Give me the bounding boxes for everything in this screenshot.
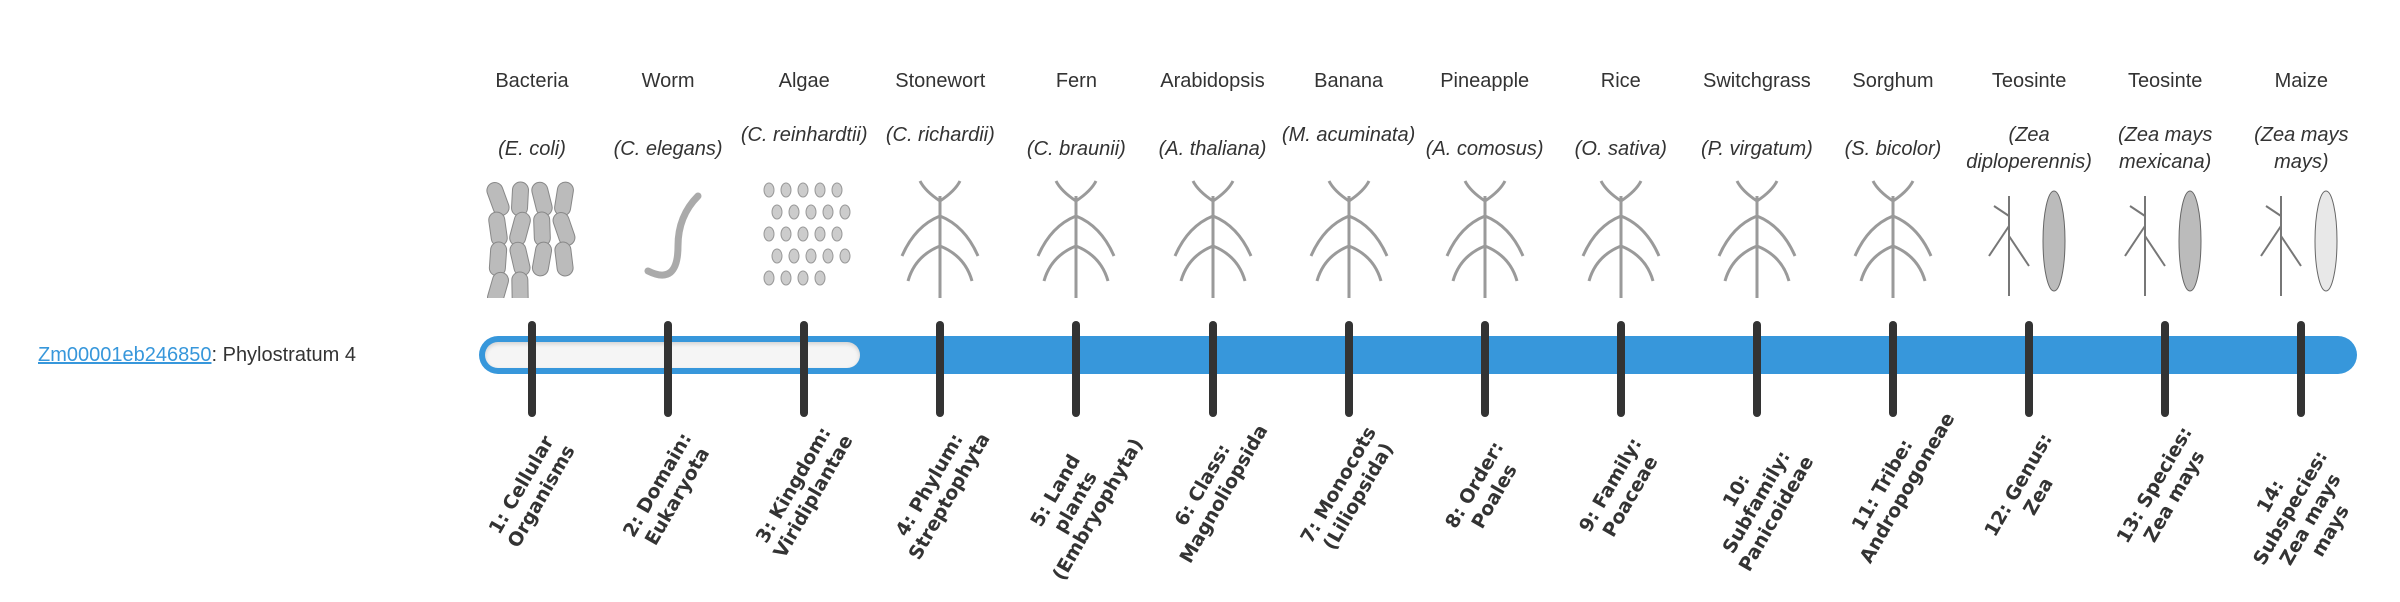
organism-scientific-name: (A. comosus) <box>1425 138 1544 160</box>
phylostratum-text: : Phylostratum 4 <box>211 344 356 366</box>
organism-common-name: Arabidopsis <box>1160 70 1265 92</box>
organism-common-name: Switchgrass <box>1702 70 1811 92</box>
maize-illustration-icon <box>2251 176 2351 298</box>
organism-common-name: Worm <box>641 70 695 92</box>
stratum-label: 11: Tribe: Andropogoneae <box>1847 408 1960 567</box>
stratum-label: 8: Order: Poales <box>1440 437 1522 533</box>
organism-scientific-name: (Zea mays mays) <box>2254 124 2349 173</box>
banana-illustration-icon <box>1299 176 1399 298</box>
stratum-label: 10: Subfamily: Panicoideae <box>1718 447 1819 576</box>
organism-common-name: Teosinte <box>2127 70 2203 92</box>
organism-scientific-name: (E. coli) <box>498 138 566 160</box>
arabidopsis-illustration-icon <box>1163 176 1263 298</box>
organism-common-name: Teosinte <box>1991 70 2067 92</box>
organism-scientific-name: (Zea diploperennis) <box>1966 124 2092 173</box>
stratum-label: 6: Class: Magnoliopsida <box>1169 420 1272 567</box>
organism-scientific-name: (S. bicolor) <box>1844 138 1942 160</box>
teosinte-illustration-icon <box>2115 176 2215 298</box>
stratum-tick <box>1480 321 1489 417</box>
stratum-label: 5: Land plants (Embryophyta) <box>1026 434 1148 585</box>
organism-scientific-name: (C. reinhardtii) <box>740 124 868 146</box>
fern-illustration-icon <box>1026 176 1126 298</box>
organism-common-name: Bacteria <box>495 70 569 92</box>
stratum-tick <box>2297 321 2306 417</box>
stratum-tick <box>2161 321 2170 417</box>
stratum-tick <box>1889 321 1897 417</box>
stratum-label: 2: Domain: Eukaryota <box>619 429 715 550</box>
organism-scientific-name: (A. thaliana) <box>1158 138 1267 160</box>
stratum-tick <box>2025 321 2034 417</box>
teosinte-illustration-icon <box>1979 176 2079 298</box>
organism-scientific-name: (P. virgatum) <box>1700 138 1813 160</box>
organism-common-name: Banana <box>1314 70 1384 92</box>
stonewort-illustration-icon <box>890 176 990 298</box>
organism-common-name: Sorghum <box>1852 70 1934 92</box>
stratum-label: 7: Monocots (Liliopsida) <box>1296 422 1398 554</box>
stratum-tick <box>1752 321 1761 417</box>
stratum-label: 9: Family: Poaceae <box>1574 434 1663 541</box>
stratum-tick <box>936 321 945 417</box>
worm-illustration-icon <box>618 176 718 298</box>
gene-id-link[interactable]: Zm00001eb246850 <box>38 344 212 366</box>
pineapple-illustration-icon <box>1435 176 1535 298</box>
switchgrass-illustration-icon <box>1707 176 1807 298</box>
stratum-tick <box>1208 321 1217 417</box>
organism-common-name: Fern <box>1055 70 1097 92</box>
rice-illustration-icon <box>1571 176 1671 298</box>
stratum-label: 13: Species: Zea mays <box>2112 423 2210 547</box>
organism-scientific-name: (C. braunii) <box>1026 138 1126 160</box>
stratum-label: 12: Genus: Zea <box>1980 429 2059 541</box>
stratum-label: 1: Cellular Organisms <box>484 432 580 552</box>
organism-scientific-name: (Zea mays mexicana) <box>2117 124 2213 173</box>
organism-common-name: Algae <box>778 70 830 92</box>
stratum-label: 4: Phylum: Streptophyta <box>891 429 995 564</box>
bacteria-illustration-icon <box>482 176 582 307</box>
organism-common-name: Pineapple <box>1440 70 1530 92</box>
organism-scientific-name: (O. sativa) <box>1574 138 1667 160</box>
algae-illustration-icon <box>754 176 854 298</box>
sorghum-illustration-icon <box>1843 176 1943 298</box>
stratum-label: 3: Kingdom: Viridiplantae <box>751 423 858 562</box>
phylostratum-bar <box>479 336 2357 374</box>
organism-common-name: Maize <box>2274 70 2328 92</box>
stratum-label: 14: Subspecies: Zea mays mays <box>2249 446 2355 570</box>
stratum-tick <box>800 321 809 417</box>
organism-common-name: Stonewort <box>895 70 986 92</box>
stratum-tick <box>1344 321 1353 417</box>
organism-scientific-name: (M. acuminata) <box>1281 124 1416 146</box>
stratum-tick <box>1616 321 1625 417</box>
stratum-tick <box>1072 321 1081 417</box>
bar-unfilled-region <box>485 342 861 368</box>
gene-label: Zm00001eb246850: Phylostratum 4 <box>38 340 356 370</box>
stratum-tick <box>664 321 673 417</box>
stratum-tick <box>528 321 536 417</box>
organism-scientific-name: (C. richardii) <box>885 124 995 146</box>
organism-scientific-name: (C. elegans) <box>613 138 723 160</box>
organism-common-name: Rice <box>1600 70 1641 92</box>
